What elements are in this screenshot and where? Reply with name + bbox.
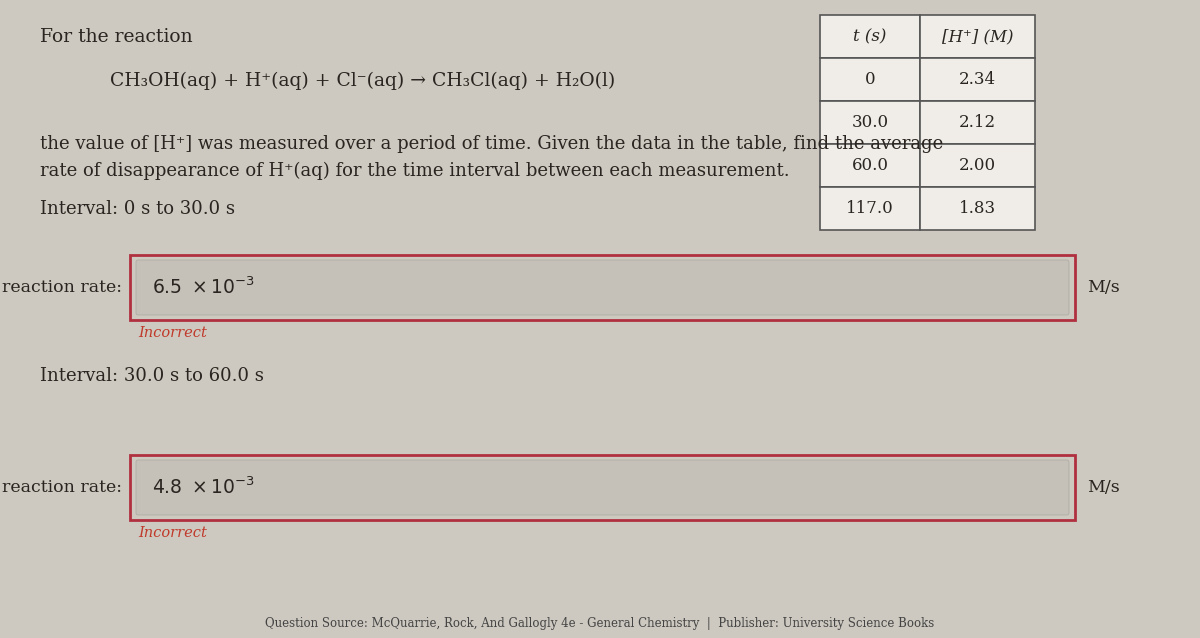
Bar	[920, 144, 1034, 187]
Text: reaction rate:: reaction rate:	[2, 479, 122, 496]
Bar	[820, 101, 920, 144]
Bar	[920, 15, 1034, 58]
Text: 117.0: 117.0	[846, 200, 894, 217]
Text: 30.0: 30.0	[852, 114, 888, 131]
Text: reaction rate:: reaction rate:	[2, 279, 122, 296]
Text: $4.8\ \times10^{-3}$: $4.8\ \times10^{-3}$	[152, 477, 254, 498]
Text: 2.00: 2.00	[959, 157, 996, 174]
Text: Incorrect: Incorrect	[138, 326, 206, 340]
Text: M/s: M/s	[1087, 279, 1120, 296]
Text: Incorrect: Incorrect	[138, 526, 206, 540]
Text: CH₃OH(aq) + H⁺(aq) + Cl⁻(aq) → CH₃Cl(aq) + H₂O(l): CH₃OH(aq) + H⁺(aq) + Cl⁻(aq) → CH₃Cl(aq)…	[110, 72, 616, 90]
Bar	[820, 58, 920, 101]
Text: $6.5\ \times10^{-3}$: $6.5\ \times10^{-3}$	[152, 277, 256, 298]
Text: [H⁺] (M): [H⁺] (M)	[942, 28, 1013, 45]
Bar	[920, 58, 1034, 101]
Text: Interval: 0 s to 30.0 s: Interval: 0 s to 30.0 s	[40, 200, 235, 218]
Bar	[820, 144, 920, 187]
FancyBboxPatch shape	[136, 260, 1069, 315]
Text: 2.34: 2.34	[959, 71, 996, 88]
Text: 1.83: 1.83	[959, 200, 996, 217]
Text: Question Source: McQuarrie, Rock, And Gallogly 4e - General Chemistry  |  Publis: Question Source: McQuarrie, Rock, And Ga…	[265, 617, 935, 630]
Text: For the reaction: For the reaction	[40, 28, 193, 46]
Bar	[820, 187, 920, 230]
Text: t (s): t (s)	[853, 28, 887, 45]
Text: 2.12: 2.12	[959, 114, 996, 131]
Text: 0: 0	[865, 71, 875, 88]
Bar	[920, 187, 1034, 230]
Bar	[130, 255, 1075, 320]
Text: 60.0: 60.0	[852, 157, 888, 174]
Bar	[130, 455, 1075, 520]
Text: Interval: 30.0 s to 60.0 s: Interval: 30.0 s to 60.0 s	[40, 367, 264, 385]
Text: the value of [H⁺] was measured over a period of time. Given the data in the tabl: the value of [H⁺] was measured over a pe…	[40, 135, 943, 153]
Text: rate of disappearance of H⁺(aq) for the time interval between each measurement.: rate of disappearance of H⁺(aq) for the …	[40, 162, 790, 181]
Bar	[920, 101, 1034, 144]
Text: M/s: M/s	[1087, 479, 1120, 496]
FancyBboxPatch shape	[136, 460, 1069, 515]
Bar	[820, 15, 920, 58]
